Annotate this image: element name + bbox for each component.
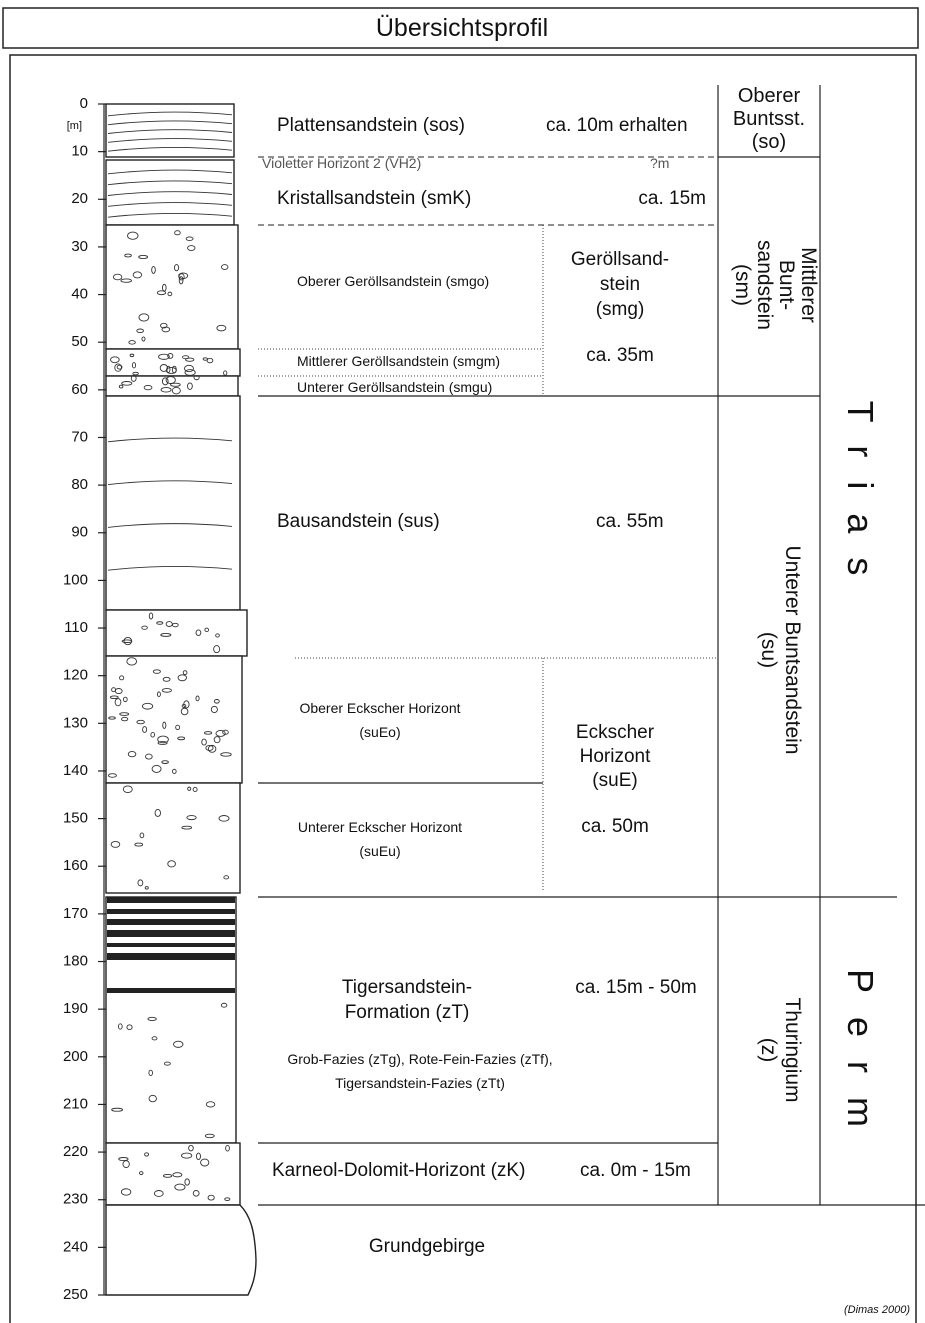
- depth-ticks: 0 10 20 30 40 50 60 70 80 90 100 110 120 130 140 150 160…: [63, 95, 106, 1303]
- system-name: Trias: [840, 401, 881, 600]
- tick-label: 20: [71, 190, 88, 207]
- tick-label: 110: [64, 619, 88, 636]
- line: Horizont: [580, 746, 651, 767]
- tick-label: 10: [71, 143, 88, 160]
- unit-name: Unterer Geröllsandstein (smgu): [297, 379, 492, 395]
- tick-label: 150: [63, 810, 88, 827]
- unit-name: Oberer Geröllsandstein (smgo): [297, 273, 489, 289]
- line: Unterer Buntsandstein: [781, 546, 804, 755]
- line: (z): [757, 1038, 780, 1063]
- lithology-column: [106, 104, 256, 1295]
- credit: (Dimas 2000): [844, 1304, 910, 1316]
- tick-label: 240: [63, 1238, 88, 1255]
- tick-label: 90: [71, 524, 88, 541]
- unit-name: Mittlerer Geröllsandstein (smgm): [297, 353, 500, 369]
- unit-name: Plattensandstein (sos): [277, 115, 465, 136]
- unit-thickness: ?m: [650, 155, 669, 171]
- unit-name: Oberer Eckscher Horizont (suEo): [299, 700, 460, 740]
- line: (su): [757, 632, 780, 668]
- unit-thickness: ca. 10m erhalten: [546, 115, 688, 136]
- profile: Übersichtsprofil [m] 01020304050607: [0, 0, 925, 1323]
- depth-unit: [m]: [67, 120, 82, 132]
- system-name: Perm: [840, 969, 881, 1151]
- line: (suEu): [359, 843, 400, 859]
- unit-name: Tigersandstein- Formation (zT): [342, 977, 472, 1023]
- dark-band: [107, 909, 235, 914]
- dark-band: [107, 953, 235, 960]
- line: Thuringium: [781, 997, 804, 1102]
- tick-label: 220: [63, 1143, 88, 1160]
- group-thickness: ca. 35m: [586, 345, 654, 366]
- unit-note: Grob-Fazies (zTg), Rote-Fein-Fazies (zTf…: [287, 1051, 552, 1091]
- line: Grob-Fazies (zTg), Rote-Fein-Fazies (zTf…: [287, 1051, 552, 1067]
- tick-label: 210: [63, 1095, 88, 1112]
- line: Oberer: [738, 85, 801, 107]
- unit-thickness: ca. 55m: [596, 511, 664, 532]
- line: Geröllsand-: [571, 249, 669, 270]
- title: Übersichtsprofil: [376, 14, 548, 42]
- tick-label: 170: [63, 905, 88, 922]
- unit-name: Unterer Eckscher Horizont (suEu): [298, 819, 462, 859]
- tick-label: 50: [71, 333, 88, 350]
- line: (sm): [731, 264, 754, 306]
- line: Mittlerer: [797, 247, 820, 323]
- line: Oberer Eckscher Horizont: [299, 700, 460, 716]
- formation-name: MittlererBunt-sandstein(sm): [731, 240, 820, 330]
- tick-label: 180: [63, 952, 88, 969]
- line: (smg): [596, 299, 645, 320]
- group-name: Geröllsand-stein (smg): [571, 249, 669, 320]
- tick-label: 120: [63, 667, 88, 684]
- tick-label: 60: [71, 381, 88, 398]
- line: (suEo): [359, 724, 400, 740]
- tick-label: 80: [71, 476, 88, 493]
- dark-band: [107, 897, 235, 903]
- formation-name: ObererBuntsst.(so): [733, 85, 805, 153]
- unit-name: Violetter Horizont 2 (VH2): [262, 155, 421, 171]
- formation-name: Thuringium(z): [757, 997, 804, 1102]
- line: stein: [600, 274, 640, 295]
- line: Buntsst.: [733, 108, 805, 130]
- tick-label: 200: [63, 1048, 88, 1065]
- formation-name: Unterer Buntsandstein(su): [757, 546, 804, 755]
- tick-label: 140: [63, 762, 88, 779]
- unit-name: Kristallsandstein (smK): [277, 188, 471, 209]
- tick-label: 190: [63, 1000, 88, 1017]
- line: sandstein: [753, 240, 776, 330]
- unit-thickness: ca. 15m: [638, 188, 706, 209]
- group-name: Eckscher Horizont (suE): [576, 722, 655, 791]
- line: Unterer Eckscher Horizont: [298, 819, 462, 835]
- tick-label: 100: [63, 571, 88, 588]
- line: Eckscher: [576, 722, 655, 743]
- unit-name: Karneol-Dolomit-Horizont (zK): [272, 1160, 525, 1181]
- tick-label: 160: [63, 857, 88, 874]
- line: (suE): [592, 770, 637, 791]
- dark-band: [107, 919, 235, 925]
- group-thickness: ca. 50m: [581, 816, 649, 837]
- tick-label: 250: [63, 1286, 88, 1303]
- line: (so): [752, 131, 786, 153]
- dark-band: [107, 988, 235, 993]
- tick-label: 230: [63, 1191, 88, 1208]
- dark-band: [107, 943, 235, 947]
- tick-label: 70: [71, 428, 88, 445]
- unit-thickness: ca. 0m - 15m: [580, 1160, 691, 1181]
- tick-label: 30: [71, 238, 88, 255]
- tick-label: 0: [80, 95, 88, 112]
- tick-label: 130: [63, 714, 88, 731]
- unit-name: Grundgebirge: [369, 1236, 485, 1257]
- unit-name: Bausandstein (sus): [277, 511, 440, 532]
- tick-label: 40: [71, 286, 88, 303]
- line: Formation (zT): [345, 1002, 470, 1023]
- line: Bunt-: [775, 260, 798, 310]
- line: Tigersandstein-: [342, 977, 472, 998]
- line: Tigersandstein-Fazies (zTt): [335, 1075, 505, 1091]
- unit-thickness: ca. 15m - 50m: [575, 977, 696, 998]
- dark-band: [107, 930, 235, 937]
